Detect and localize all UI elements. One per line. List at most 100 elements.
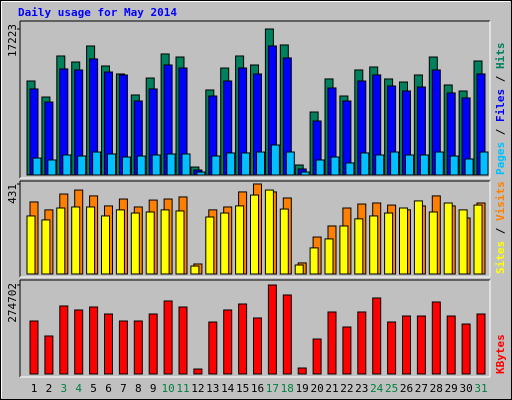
bar	[250, 194, 259, 275]
x-tick-label: 7	[120, 382, 127, 395]
y-tick-label: 17223	[6, 24, 19, 57]
bar	[479, 151, 489, 176]
x-tick-label: 6	[105, 382, 112, 395]
bar	[107, 153, 116, 176]
bar	[458, 209, 468, 275]
bar	[399, 207, 408, 275]
bar	[369, 215, 379, 275]
x-tick-label: 15	[236, 382, 249, 395]
bar	[464, 158, 474, 176]
x-tick-label: 19	[296, 382, 309, 395]
legend-entry: KBytes	[494, 334, 507, 374]
bar	[431, 301, 441, 375]
bar	[208, 321, 218, 375]
bar	[384, 212, 394, 275]
bar	[324, 238, 334, 275]
x-tick-label: 16	[251, 382, 264, 395]
bar	[220, 212, 230, 275]
legend-entry: Visits	[494, 181, 507, 221]
x-tick-label: 12	[191, 382, 204, 395]
bar	[372, 297, 382, 375]
x-tick-label: 4	[75, 382, 82, 395]
bar	[449, 155, 459, 176]
x-tick-label: 27	[415, 382, 428, 395]
bar	[354, 218, 364, 275]
bar	[330, 156, 340, 176]
x-tick-label: 20	[310, 382, 323, 395]
bar	[29, 320, 39, 375]
bar	[115, 209, 125, 275]
x-tick-label: 18	[281, 382, 294, 395]
bar	[416, 315, 426, 375]
bar	[133, 320, 143, 375]
bar	[238, 303, 248, 375]
bar	[309, 247, 319, 275]
x-tick-label: 25	[385, 382, 398, 395]
legend-entry: Hits	[494, 43, 507, 70]
bar	[166, 153, 176, 176]
bar	[196, 171, 206, 176]
y-tick-label: 431	[6, 184, 19, 204]
bar	[279, 208, 289, 275]
bar	[264, 189, 274, 275]
bar	[101, 215, 110, 275]
bar	[226, 152, 236, 176]
bar	[175, 210, 185, 275]
bar	[62, 154, 72, 176]
bar	[193, 368, 203, 375]
legend-entry: Pages	[494, 142, 507, 175]
bar	[357, 311, 367, 375]
bar	[446, 315, 456, 375]
x-tick-label: 10	[161, 382, 174, 395]
bar	[294, 264, 304, 275]
bar	[181, 153, 191, 176]
bar	[270, 144, 280, 176]
bar	[160, 209, 170, 275]
legend: Pages / Files / Hits	[494, 43, 507, 176]
x-tick-label: 11	[176, 382, 189, 395]
legend-separator: /	[494, 221, 507, 241]
bar	[375, 154, 385, 176]
bar	[443, 202, 453, 275]
bar	[104, 313, 113, 375]
bar	[390, 151, 400, 176]
bar	[178, 306, 188, 375]
bar	[151, 154, 161, 176]
bar	[434, 151, 444, 176]
x-tick-label: 14	[221, 382, 235, 395]
bar	[74, 309, 84, 375]
legend: KBytes	[494, 334, 507, 374]
bar	[86, 206, 96, 275]
y-tick-label: 274702	[6, 283, 19, 323]
bar	[476, 313, 486, 375]
bar	[387, 321, 397, 375]
bar	[297, 367, 307, 375]
bar	[136, 155, 146, 176]
x-tick-label: 13	[206, 382, 219, 395]
bar	[339, 225, 349, 275]
legend-entry: Sites	[494, 241, 507, 274]
legend-separator: /	[494, 69, 507, 89]
x-tick-label: 17	[266, 382, 279, 395]
chart-title: Daily usage for May 2014	[18, 6, 177, 19]
bar	[256, 151, 265, 176]
bar	[315, 159, 325, 176]
bar	[223, 309, 233, 375]
bar	[267, 284, 277, 375]
x-tick-label: 29	[445, 382, 458, 395]
x-tick-label: 3	[60, 382, 67, 395]
bar	[89, 306, 99, 375]
bar	[205, 216, 215, 275]
x-tick-label: 23	[355, 382, 368, 395]
legend: Sites / Visits	[494, 181, 507, 274]
bar	[47, 159, 57, 176]
x-tick-label: 9	[150, 382, 157, 395]
x-tick-label: 5	[90, 382, 97, 395]
bar	[77, 155, 87, 176]
legend-separator: /	[494, 122, 507, 142]
bar	[44, 335, 54, 375]
bar	[428, 211, 438, 275]
x-tick-label: 26	[400, 382, 413, 395]
